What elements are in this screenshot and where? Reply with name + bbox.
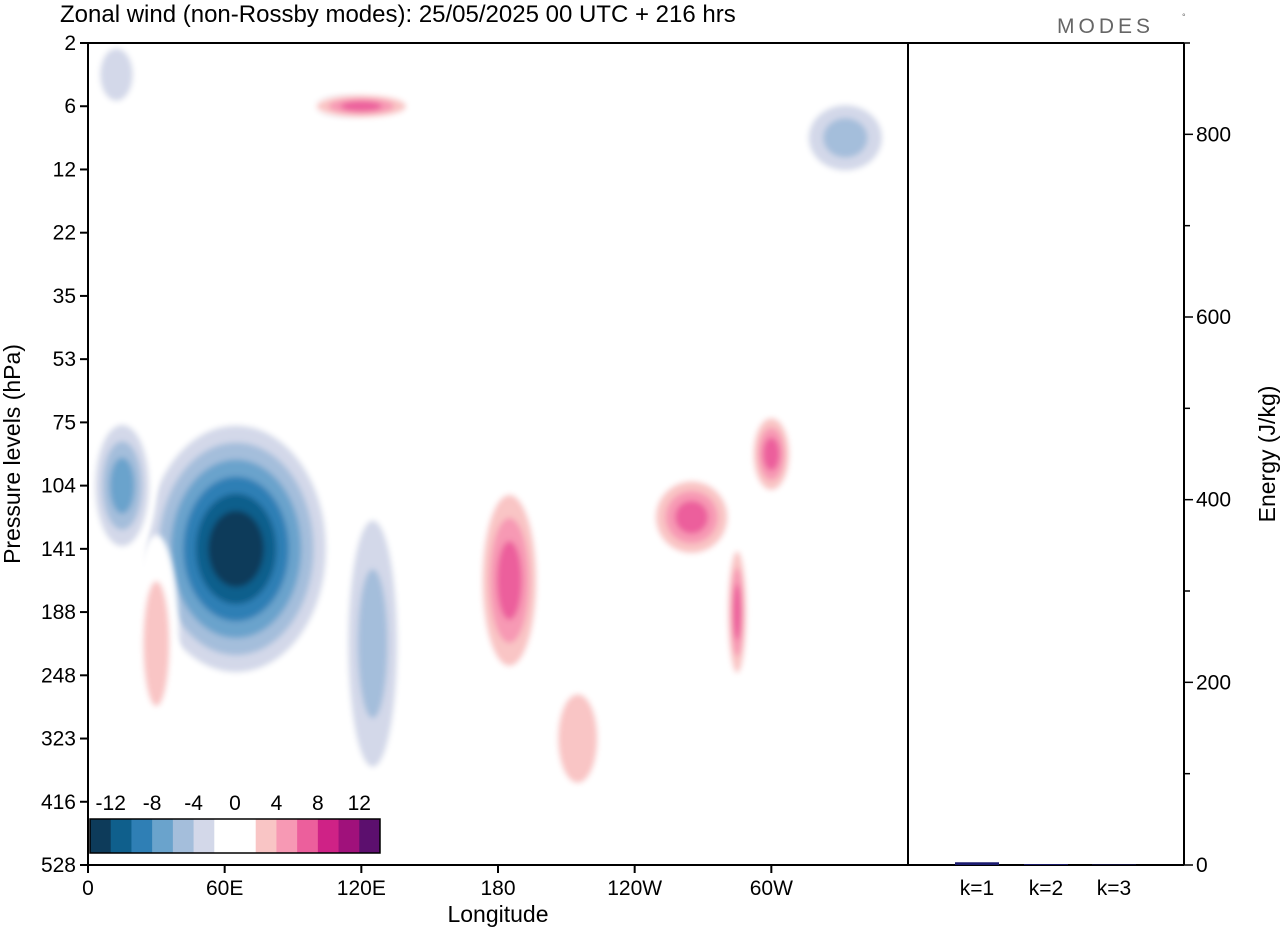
x-tick-label: 180 — [480, 877, 515, 900]
wind-feature — [725, 534, 749, 690]
wind-feature — [748, 408, 795, 500]
y-tick-label: 188 — [41, 601, 76, 624]
logo-mark: ° — [1182, 12, 1186, 22]
colorbar-swatch — [193, 819, 215, 853]
colorbar-swatch — [276, 819, 298, 853]
colorbar-label: -8 — [143, 792, 162, 815]
colorbar-swatch — [255, 819, 277, 853]
x-tick-label: 120E — [337, 877, 386, 900]
colorbar-label: 0 — [229, 792, 241, 815]
wind-contour — [340, 101, 382, 112]
x-tick-label: 120W — [607, 877, 662, 900]
colorbar-label: 4 — [271, 792, 283, 815]
colorbar-label: 8 — [312, 792, 324, 815]
y-tick-label: 22 — [53, 222, 76, 245]
energy-bar — [955, 862, 999, 865]
y-tick-label: 53 — [53, 348, 76, 371]
colorbar-label: 12 — [348, 792, 371, 815]
wind-feature — [794, 92, 897, 184]
y-tick-label: 35 — [53, 285, 76, 308]
wind-feature — [133, 534, 180, 753]
energy-axis: 0 200 400 600 800 — [1184, 42, 1231, 877]
y-tick-label: 104 — [41, 475, 76, 498]
colorbar-swatch — [359, 819, 381, 853]
wind-feature — [646, 471, 738, 563]
x-tick-label: 60E — [206, 877, 243, 900]
wind-contour — [109, 457, 135, 514]
wind-feature — [338, 471, 407, 816]
wind-contour — [675, 500, 709, 534]
wind-field — [88, 43, 897, 816]
wind-contour — [497, 541, 522, 620]
wind-contour — [208, 510, 264, 587]
energy-tick-label: 400 — [1196, 489, 1231, 512]
colorbar-swatch — [110, 819, 132, 853]
y-tick-label: 12 — [53, 158, 76, 181]
wind-feature — [133, 408, 339, 690]
colorbar-swatch — [214, 819, 236, 853]
wind-contour — [763, 437, 780, 471]
wind-contour — [823, 118, 868, 158]
energy-category-label: k=3 — [1097, 877, 1131, 900]
energy-category-label: k=2 — [1029, 877, 1063, 900]
y-tick-label: 248 — [41, 664, 76, 687]
wind-feature — [88, 43, 145, 121]
x-tick-label: 0 — [82, 877, 94, 900]
colorbar-label: -4 — [184, 792, 203, 815]
wind-feature — [304, 92, 419, 121]
y-tick-label: 75 — [53, 411, 76, 434]
y-tick-label: 6 — [64, 95, 76, 118]
colorbar-swatch — [131, 819, 153, 853]
y-tick-label: 528 — [41, 854, 76, 877]
wind-feature — [543, 661, 612, 816]
energy-bars: k=1 k=2 k=3 — [955, 862, 1136, 900]
wind-contour — [143, 581, 170, 707]
colorbar-swatch — [297, 819, 319, 853]
colorbar-frame — [89, 818, 381, 854]
colorbar-swatch — [338, 819, 360, 853]
energy-tick-label: 600 — [1196, 306, 1231, 329]
energy-bar — [1024, 864, 1068, 865]
colorbar-swatch — [172, 819, 195, 853]
colorbar-swatch — [152, 819, 174, 853]
y-tick-label: 323 — [41, 728, 76, 751]
x-axis-label: Longitude — [447, 901, 548, 927]
wind-contour — [100, 48, 133, 101]
wind-feature — [475, 471, 544, 690]
y-axis-label: Pressure levels (hPa) — [0, 344, 25, 564]
colorbar-swatch — [90, 819, 112, 853]
energy-tick-label: 200 — [1196, 671, 1231, 694]
wind-contour — [733, 584, 742, 641]
y-axis: 2 6 12 22 35 53 75 104 141 188 248 323 416 528 — [41, 32, 88, 877]
energy-tick-label: 0 — [1196, 854, 1208, 877]
y-tick-label: 141 — [41, 538, 76, 561]
y-tick-label: 416 — [41, 791, 76, 814]
wind-feature — [88, 408, 157, 563]
colorbar-swatch — [235, 819, 257, 853]
x-tick-label: 60W — [750, 877, 793, 900]
wind-contour — [357, 569, 388, 719]
x-axis: 0 60E 120E 180 120W 60W — [82, 865, 793, 900]
modes-logo: MODES ° — [1057, 12, 1186, 38]
energy-category-label: k=1 — [960, 877, 994, 900]
y-tick-label: 2 — [64, 32, 76, 55]
logo-text: MODES — [1057, 15, 1154, 38]
colorbar-label: -12 — [96, 792, 126, 815]
wind-contour — [558, 694, 598, 783]
chart-title: Zonal wind (non-Rossby modes): 25/05/202… — [60, 1, 736, 28]
colorbar-swatch — [317, 819, 340, 853]
energy-axis-label: Energy (J/kg) — [1254, 386, 1280, 523]
colorbar: -12 -8 -4 0 4 8 12 — [86, 781, 384, 857]
energy-tick-label: 800 — [1196, 123, 1231, 146]
